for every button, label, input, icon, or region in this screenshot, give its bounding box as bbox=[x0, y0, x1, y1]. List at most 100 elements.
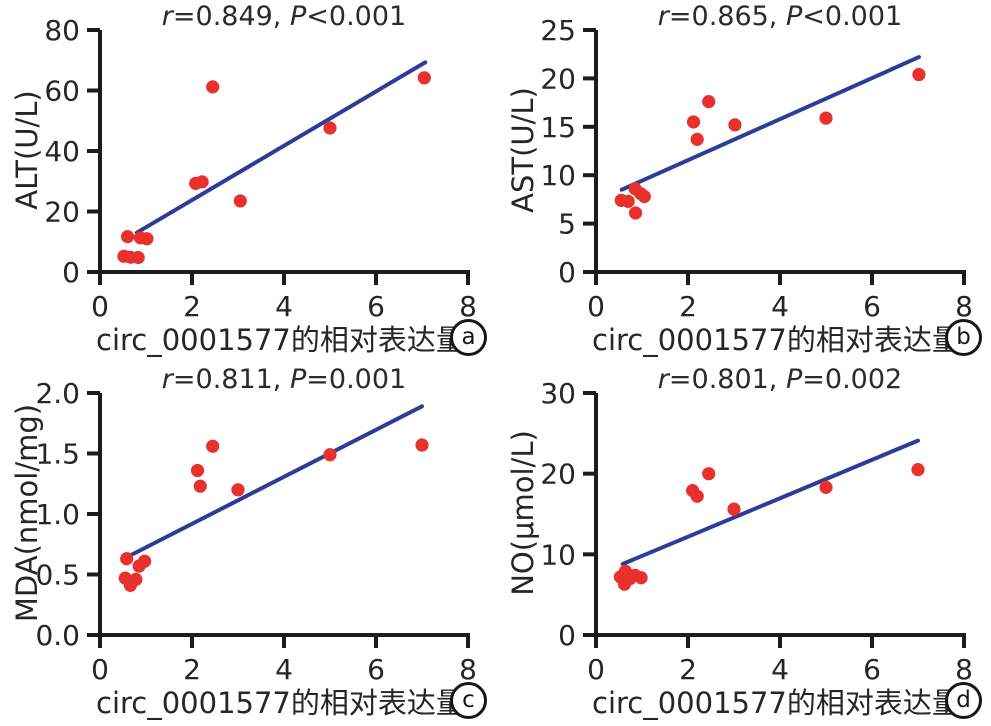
x-tick-label: 4 bbox=[275, 290, 293, 323]
x-axis-label: circ_0001577的相对表达量 bbox=[592, 323, 961, 357]
data-point bbox=[206, 80, 220, 94]
data-point bbox=[323, 121, 337, 135]
data-point bbox=[129, 572, 143, 586]
trend-line bbox=[134, 60, 428, 235]
x-tick-label: 4 bbox=[275, 653, 293, 686]
panel-letter-badge-d: d bbox=[945, 682, 982, 719]
y-tick-label: 1.5 bbox=[35, 438, 80, 471]
y-tick-label: 30 bbox=[540, 377, 576, 410]
data-point bbox=[686, 115, 701, 129]
x-axis-label: circ_0001577的相对表达量 bbox=[96, 686, 465, 720]
stat-p-value: =0.001 bbox=[306, 364, 407, 395]
stat-r-symbol: r bbox=[161, 1, 173, 32]
panel-c-title: r=0.811, P=0.001 bbox=[100, 364, 468, 395]
x-tick-label: 6 bbox=[367, 290, 385, 323]
x-axis-label: circ_0001577的相对表达量 bbox=[96, 323, 465, 357]
data-point bbox=[190, 463, 205, 478]
data-point bbox=[417, 71, 431, 85]
data-point bbox=[637, 189, 651, 204]
panel-a: r=0.849, P<0.001 ALT(U/L) 0 20 40 60 80 0 2 4 6 8… bbox=[0, 0, 496, 363]
x-tick-label: 2 bbox=[679, 290, 697, 323]
x-tick-label: 0 bbox=[91, 290, 109, 323]
y-tick-label: 0.5 bbox=[35, 559, 80, 592]
stat-p-value: <0.001 bbox=[306, 1, 407, 32]
data-point bbox=[702, 467, 716, 481]
data-point bbox=[819, 111, 833, 125]
y-tick-label: 0 bbox=[558, 619, 576, 652]
stat-r-symbol: r bbox=[161, 364, 173, 395]
panel-d-title: r=0.801, P=0.002 bbox=[596, 364, 964, 395]
y-tick-label: 20 bbox=[44, 196, 80, 229]
data-point bbox=[415, 438, 429, 452]
y-tick-label: 1.0 bbox=[35, 498, 80, 531]
data-point bbox=[138, 554, 152, 568]
y-tick-label: 20 bbox=[540, 458, 576, 491]
scatter-plot-no: 0 10 20 30 0 2 4 6 8 bbox=[540, 377, 973, 686]
stat-p-symbol: P bbox=[289, 364, 307, 395]
x-tick-label: 0 bbox=[91, 653, 109, 686]
trend-line bbox=[128, 404, 424, 558]
data-point bbox=[628, 206, 643, 220]
y-tick-label: 0 bbox=[62, 256, 80, 289]
data-point bbox=[323, 448, 337, 462]
trend-line bbox=[620, 438, 920, 567]
x-tick-label: 2 bbox=[679, 653, 697, 686]
stat-p-symbol: P bbox=[289, 1, 307, 32]
x-tick-label: 8 bbox=[459, 653, 477, 686]
y-tick-label: 60 bbox=[44, 75, 80, 108]
data-point bbox=[195, 175, 209, 189]
y-tick-label: 2.0 bbox=[35, 377, 80, 410]
y-tick-label: 0 bbox=[558, 256, 576, 289]
x-tick-label: 4 bbox=[771, 653, 789, 686]
stat-r-value: =0.801, bbox=[668, 364, 786, 395]
scatter-plot-ast: 0 5 10 15 20 25 0 2 4 6 8 bbox=[540, 14, 973, 323]
data-point bbox=[233, 194, 247, 208]
data-point bbox=[206, 439, 220, 453]
stat-p-value: <0.001 bbox=[802, 1, 903, 32]
x-tick-label: 2 bbox=[183, 290, 201, 323]
y-tick-label: 80 bbox=[44, 14, 80, 47]
x-tick-label: 6 bbox=[863, 653, 881, 686]
panel-letter-badge-c: c bbox=[450, 682, 487, 719]
panel-d: r=0.801, P=0.002 NO(μmol/L) 0 10 20 30 0 2 4 6 8… bbox=[496, 363, 991, 726]
data-point bbox=[231, 483, 245, 497]
panel-b: r=0.865, P<0.001 AST(U/L) 0 5 10 15 20 25 0 2 4 6… bbox=[496, 0, 991, 363]
data-point bbox=[912, 67, 926, 82]
data-point bbox=[911, 463, 925, 477]
panel-b-title: r=0.865, P<0.001 bbox=[596, 1, 964, 32]
x-tick-label: 8 bbox=[459, 290, 477, 323]
trend-line bbox=[619, 55, 921, 192]
y-tick-label: 20 bbox=[540, 62, 576, 95]
x-tick-label: 8 bbox=[955, 290, 973, 323]
data-point bbox=[690, 132, 704, 146]
x-tick-label: 0 bbox=[587, 653, 605, 686]
data-point bbox=[728, 118, 742, 132]
x-axis-label: circ_0001577的相对表达量 bbox=[592, 686, 961, 720]
data-point bbox=[140, 232, 154, 246]
x-tick-label: 0 bbox=[587, 290, 605, 323]
stat-p-value: =0.002 bbox=[802, 364, 903, 395]
stat-r-value: =0.865, bbox=[668, 1, 786, 32]
x-tick-label: 4 bbox=[771, 290, 789, 323]
data-point bbox=[690, 489, 704, 503]
scatter-plot-alt: 0 20 40 60 80 0 2 4 6 8 bbox=[44, 14, 477, 323]
data-point bbox=[819, 480, 833, 494]
y-tick-label: 5 bbox=[558, 208, 576, 241]
panel-c: r=0.811, P=0.001 MDA(nmol/mg) 0.0 0.5 1.0 1… bbox=[0, 363, 496, 726]
data-point bbox=[621, 194, 635, 208]
y-tick-label: 10 bbox=[540, 159, 576, 192]
x-tick-label: 6 bbox=[863, 290, 881, 323]
x-tick-label: 6 bbox=[367, 653, 385, 686]
panel-a-title: r=0.849, P<0.001 bbox=[100, 1, 468, 32]
y-tick-label: 0.0 bbox=[35, 619, 80, 652]
x-tick-label: 2 bbox=[183, 653, 201, 686]
data-point bbox=[634, 571, 648, 585]
scatter-plot-mda: 0.0 0.5 1.0 1.5 2.0 0 2 4 6 8 bbox=[35, 377, 477, 686]
stat-r-symbol: r bbox=[657, 1, 669, 32]
stat-p-symbol: P bbox=[785, 1, 803, 32]
data-point bbox=[702, 95, 716, 109]
stat-r-value: =0.811, bbox=[172, 364, 290, 395]
data-point bbox=[120, 552, 134, 566]
panel-letter-badge-b: b bbox=[945, 319, 982, 356]
